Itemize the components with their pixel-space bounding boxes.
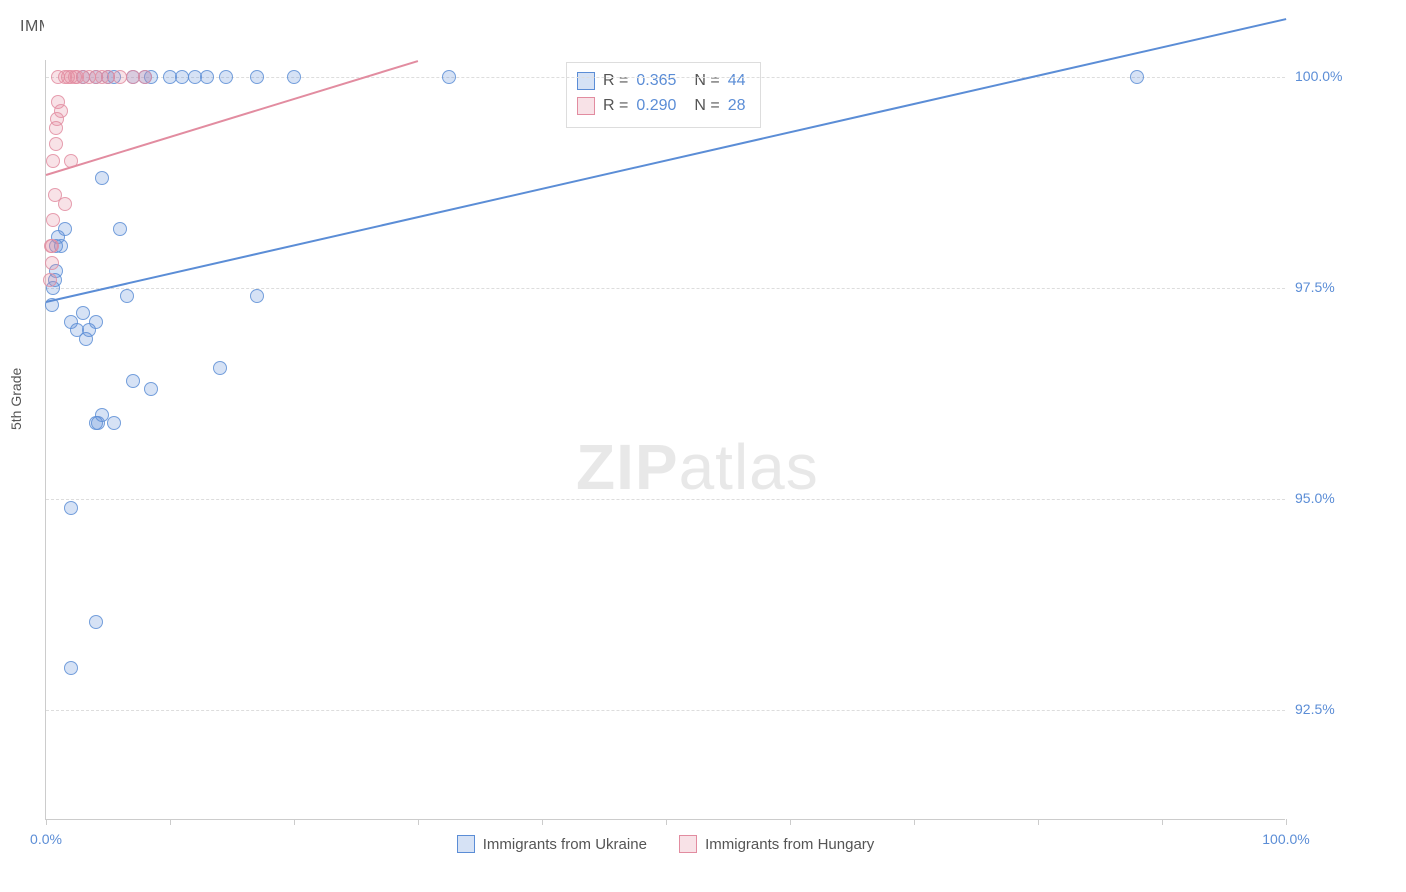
r-value: 0.290 bbox=[636, 94, 676, 119]
x-tick-mark bbox=[666, 819, 667, 825]
data-point bbox=[200, 70, 214, 84]
x-tick-mark bbox=[46, 819, 47, 825]
x-tick-mark bbox=[914, 819, 915, 825]
x-tick-mark bbox=[418, 819, 419, 825]
x-tick-label: 0.0% bbox=[30, 831, 62, 847]
data-point bbox=[64, 661, 78, 675]
data-point bbox=[58, 222, 72, 236]
legend-item: Immigrants from Ukraine bbox=[457, 835, 647, 853]
data-point bbox=[46, 154, 60, 168]
data-point bbox=[442, 70, 456, 84]
trend-line bbox=[46, 18, 1286, 303]
y-tick-label: 100.0% bbox=[1295, 68, 1375, 84]
y-tick-label: 92.5% bbox=[1295, 701, 1375, 717]
y-tick-label: 97.5% bbox=[1295, 279, 1375, 295]
data-point bbox=[95, 171, 109, 185]
correlation-stats-box: R = 0.365 N = 44 R = 0.290 N = 28 bbox=[566, 62, 761, 128]
data-point bbox=[126, 374, 140, 388]
legend-swatch-icon bbox=[457, 835, 475, 853]
y-axis-label: 5th Grade bbox=[8, 368, 24, 430]
x-tick-mark bbox=[294, 819, 295, 825]
gridline bbox=[46, 710, 1285, 711]
x-tick-mark bbox=[790, 819, 791, 825]
chart-plot-area: ZIPatlas R = 0.365 N = 44 R = 0.290 N = … bbox=[45, 60, 1285, 820]
watermark: ZIPatlas bbox=[576, 430, 819, 504]
data-point bbox=[250, 70, 264, 84]
data-point bbox=[287, 70, 301, 84]
series-swatch-icon bbox=[577, 72, 595, 90]
data-point bbox=[45, 239, 59, 253]
data-point bbox=[138, 70, 152, 84]
data-point bbox=[43, 273, 57, 287]
data-point bbox=[45, 256, 59, 270]
r-value: 0.365 bbox=[636, 69, 676, 94]
x-tick-mark bbox=[1162, 819, 1163, 825]
legend-swatch-icon bbox=[679, 835, 697, 853]
gridline bbox=[46, 499, 1285, 500]
data-point bbox=[64, 501, 78, 515]
data-point bbox=[54, 104, 68, 118]
n-value: 28 bbox=[728, 94, 746, 119]
series-swatch-icon bbox=[577, 97, 595, 115]
gridline bbox=[46, 288, 1285, 289]
data-point bbox=[46, 213, 60, 227]
x-tick-label: 100.0% bbox=[1262, 831, 1309, 847]
n-value: 44 bbox=[728, 69, 746, 94]
x-tick-mark bbox=[170, 819, 171, 825]
stats-row: R = 0.365 N = 44 bbox=[577, 69, 746, 94]
data-point bbox=[120, 289, 134, 303]
x-tick-mark bbox=[1038, 819, 1039, 825]
data-point bbox=[49, 137, 63, 151]
data-point bbox=[219, 70, 233, 84]
data-point bbox=[107, 416, 121, 430]
y-tick-label: 95.0% bbox=[1295, 490, 1375, 506]
data-point bbox=[144, 382, 158, 396]
data-point bbox=[1130, 70, 1144, 84]
data-point bbox=[113, 222, 127, 236]
legend-item: Immigrants from Hungary bbox=[679, 835, 874, 853]
stats-row: R = 0.290 N = 28 bbox=[577, 94, 746, 119]
data-point bbox=[89, 615, 103, 629]
data-point bbox=[48, 188, 62, 202]
x-tick-mark bbox=[1286, 819, 1287, 825]
bottom-legend: Immigrants from Ukraine Immigrants from … bbox=[46, 835, 1285, 857]
data-point bbox=[89, 315, 103, 329]
data-point bbox=[213, 361, 227, 375]
x-tick-mark bbox=[542, 819, 543, 825]
data-point bbox=[250, 289, 264, 303]
